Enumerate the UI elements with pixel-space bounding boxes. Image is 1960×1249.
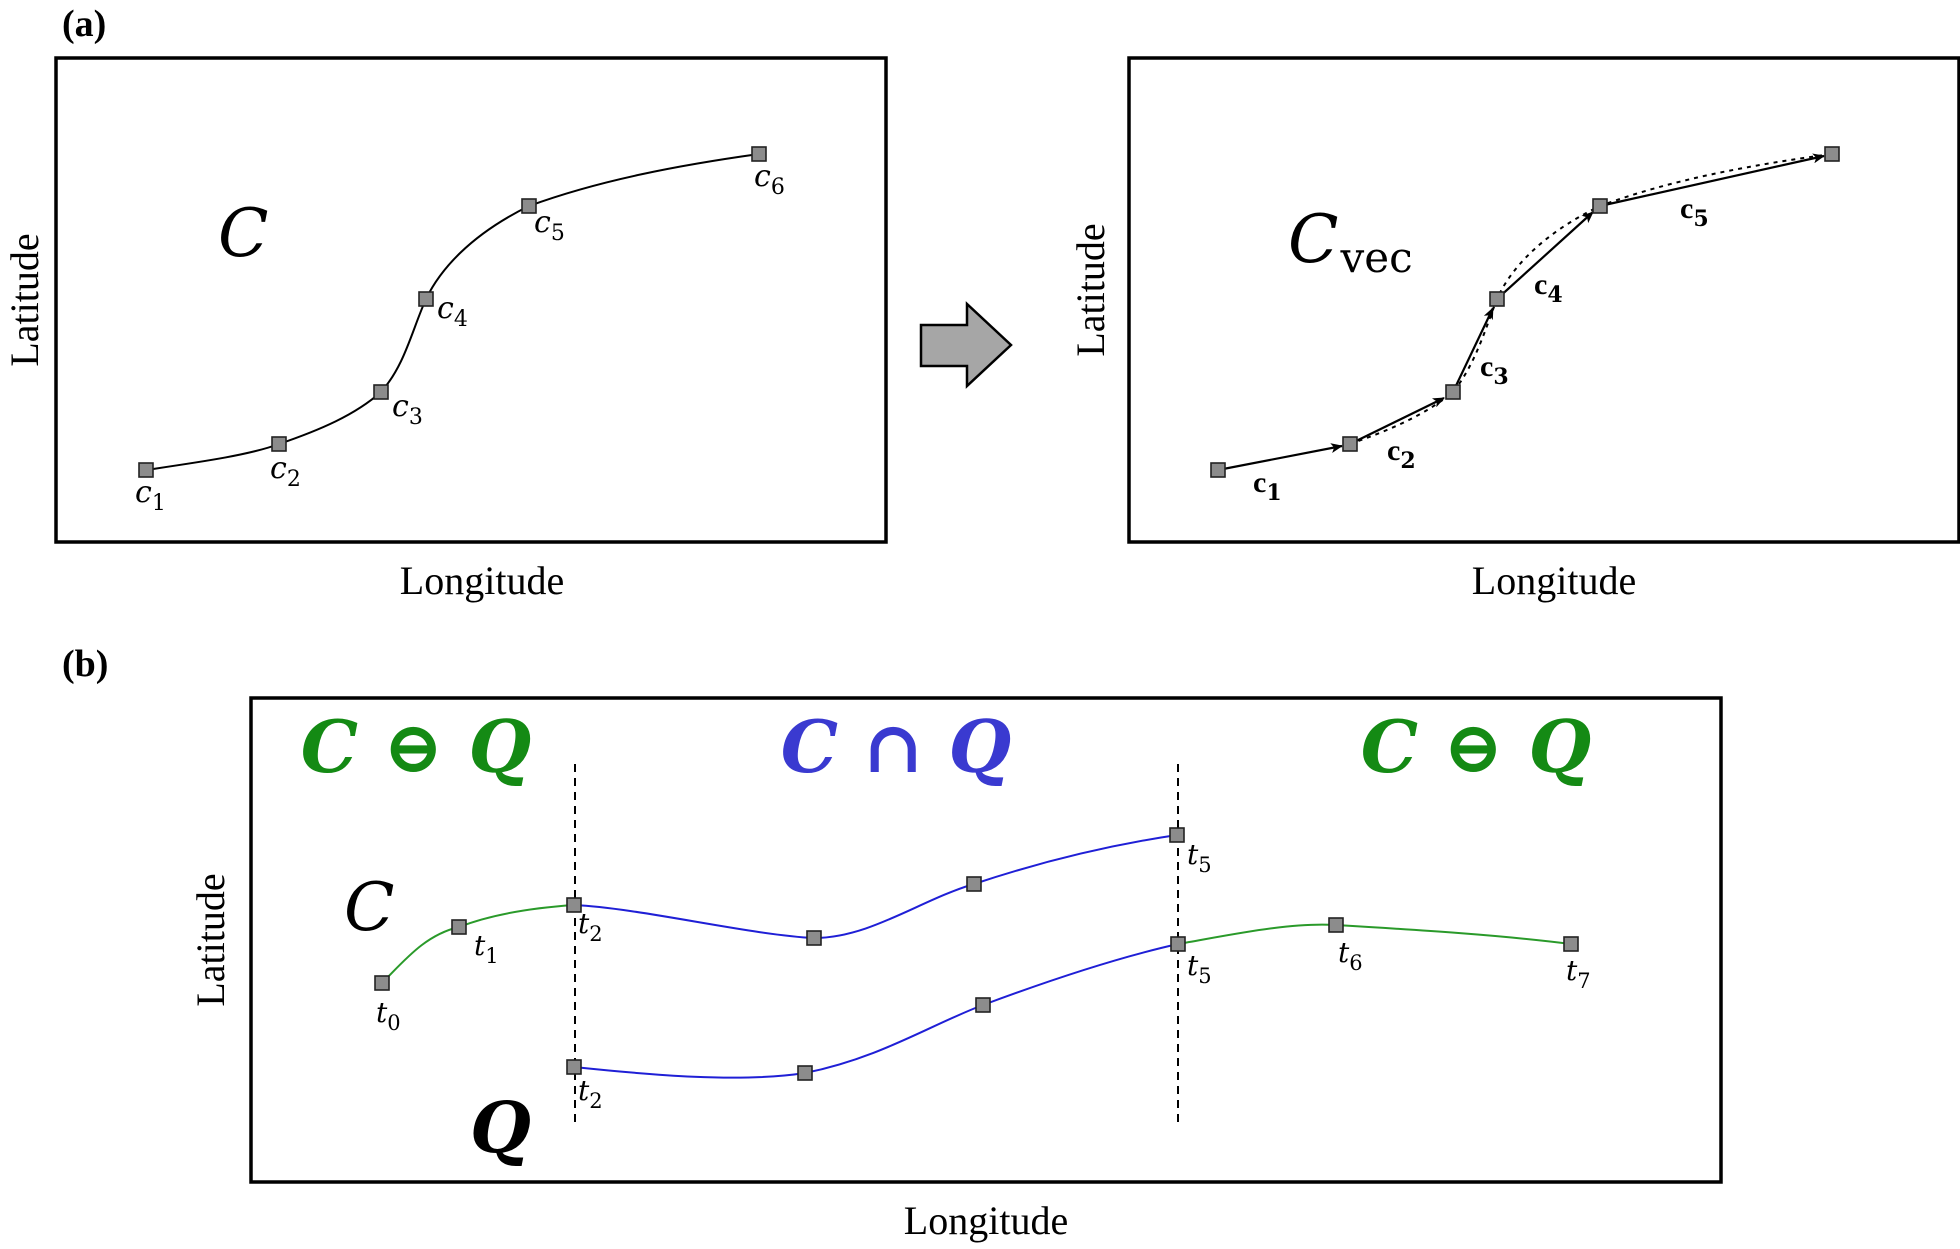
region-middle-intersection: C ∩ Q — [781, 704, 1011, 789]
curve-q-points-b — [566, 917, 1579, 1081]
vector-labels: c1 c2 c3 c4 c5 — [1253, 192, 1709, 506]
label-vec-c5: c5 — [1680, 192, 1709, 232]
curve-c-points — [138, 146, 767, 478]
label-vec-c1: c1 — [1253, 466, 1282, 506]
vector-c1 — [1217, 443, 1343, 472]
q-point-mid1 — [797, 1065, 813, 1081]
label-c-t2: t2 — [578, 907, 603, 946]
q-point-t6 — [1328, 917, 1344, 933]
cvec-points — [1210, 146, 1840, 478]
panel-b-label: (b) — [62, 643, 108, 685]
panel-a-left-xlabel: Longitude — [400, 558, 564, 603]
vector-c5 — [1599, 153, 1825, 208]
label-vec-c3: c3 — [1480, 350, 1509, 390]
point-c5 — [521, 198, 537, 214]
c-point-t5 — [1169, 827, 1185, 843]
q-point-mid2 — [975, 997, 991, 1013]
label-c-t5: t5 — [1187, 838, 1212, 877]
curve-c-blue-part — [573, 834, 1178, 940]
c-point-t0 — [374, 975, 390, 991]
panel-b-frame — [249, 696, 1723, 1184]
q-point-t7 — [1563, 936, 1579, 952]
label-vec-c4: c4 — [1534, 268, 1563, 308]
curve-cvec-symbol: Cvec — [1288, 201, 1413, 282]
point-c6 — [751, 146, 767, 162]
q-point-t2 — [566, 1059, 582, 1075]
curve-q-symbol-b: Q — [470, 1086, 531, 1169]
region-left-difference: C ⊖ Q — [301, 704, 531, 789]
q-point-t5 — [1170, 936, 1186, 952]
vector-c3 — [1452, 307, 1494, 393]
panel-b-xlabel: Longitude — [904, 1198, 1068, 1243]
c-point-t2 — [566, 897, 582, 913]
curve-q-blue-part — [573, 943, 1179, 1079]
c-point-mid2 — [966, 876, 982, 892]
panel-a-right-ylabel: Latitude — [1068, 223, 1113, 356]
label-c1: c1 — [135, 475, 166, 516]
curve-q-green-part — [1177, 923, 1572, 945]
panel-a-right-xlabel: Longitude — [1472, 558, 1636, 603]
label-c-t1: t1 — [474, 929, 499, 968]
label-vec-c2: c2 — [1387, 434, 1416, 474]
label-c4: c4 — [437, 291, 468, 332]
vectors — [1217, 153, 1825, 472]
curve-c-points-b — [374, 827, 1185, 991]
panel-a-left-frame — [54, 56, 888, 544]
curve-q-point-labels-b: t2 t5 t6 t7 — [578, 936, 1591, 1113]
label-c-t0: t0 — [376, 996, 401, 1035]
point-c3 — [373, 384, 389, 400]
point-c4 — [418, 291, 434, 307]
panel-b-ylabel: Latitude — [188, 873, 233, 1006]
cvec-point-1 — [1210, 462, 1226, 478]
panel-a-label: (a) — [62, 3, 106, 45]
label-c6: c6 — [754, 159, 785, 200]
region-right-difference: C ⊖ Q — [1361, 704, 1591, 789]
panel-a-left-ylabel: Latitude — [2, 233, 47, 366]
curve-c-symbol-b: C — [344, 869, 395, 946]
label-q-t2: t2 — [578, 1074, 603, 1113]
label-c3: c3 — [392, 389, 423, 430]
cvec-point-2 — [1342, 436, 1358, 452]
panel-a-right-frame — [1127, 56, 1960, 544]
curve-c-point-labels-b: t0 t1 t2 t5 — [376, 838, 1212, 1035]
label-c2: c2 — [270, 451, 301, 492]
cvec-point-4 — [1489, 291, 1505, 307]
cvec-point-3 — [1445, 384, 1461, 400]
label-q-t7: t7 — [1566, 954, 1591, 993]
c-point-t1 — [451, 919, 467, 935]
label-c5: c5 — [534, 205, 565, 246]
c-point-mid1 — [806, 930, 822, 946]
label-q-t5: t5 — [1187, 949, 1212, 988]
vector-c4 — [1496, 211, 1594, 300]
curve-c-symbol: C — [218, 195, 269, 272]
cvec-point-5 — [1592, 198, 1608, 214]
curve-c-point-labels: c1 c2 c3 c4 c5 c6 — [135, 159, 785, 516]
transform-arrow-icon — [919, 301, 1013, 389]
vector-c2 — [1349, 397, 1445, 445]
cvec-point-6 — [1824, 146, 1840, 162]
label-q-t6: t6 — [1338, 936, 1363, 975]
point-c1 — [138, 462, 154, 478]
point-c2 — [271, 436, 287, 452]
original-curve-dashed — [1349, 153, 1833, 445]
